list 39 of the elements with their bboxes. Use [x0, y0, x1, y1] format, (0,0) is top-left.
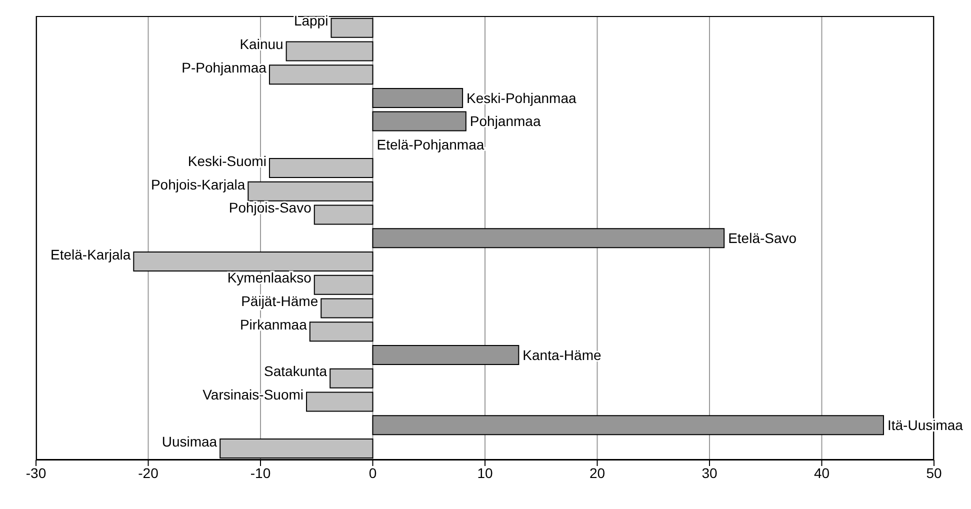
x-tick-label: -20 — [138, 464, 159, 481]
y-tick-label: Etelä-Karjala — [50, 246, 131, 262]
y-tick-label: Kanta-Häme — [522, 346, 602, 363]
y-tick-label: Varsinais-Suomi — [202, 386, 304, 403]
y-tick-label: Päijät-Häme — [241, 293, 318, 310]
y-tick-label: Pohjois-Savo — [228, 200, 312, 216]
bar — [133, 252, 374, 272]
bar — [314, 274, 374, 295]
y-tick-label: Uusimaa — [162, 433, 218, 450]
y-tick-label: Pohjanmaa — [470, 113, 541, 130]
x-tick-label: 0 — [368, 464, 377, 481]
bar — [286, 41, 374, 62]
bar — [268, 64, 374, 85]
x-tick-label: 10 — [477, 464, 493, 481]
x-tick-label: 50 — [926, 464, 942, 481]
bar — [268, 158, 374, 178]
x-tick-label: 30 — [702, 464, 718, 481]
bar — [306, 392, 374, 412]
x-tick-label: 40 — [814, 464, 830, 481]
y-tick-label: Keski-Pohjanmaa — [466, 90, 576, 106]
y-tick-label: Satakunta — [264, 363, 328, 380]
y-tick-label: Kainuu — [240, 36, 284, 52]
bar — [330, 18, 374, 38]
x-tick-label: 20 — [589, 464, 606, 481]
y-tick-label: Lappi — [294, 12, 328, 29]
y-tick-label: Pohjois-Karjala — [150, 176, 246, 192]
y-tick-label: Kymenlaakso — [227, 270, 312, 286]
y-tick-label: Etelä-Savo — [728, 230, 797, 246]
bar — [248, 181, 374, 202]
y-tick-label: Pirkanmaa — [240, 316, 308, 332]
x-tick-label: -30 — [26, 464, 46, 481]
bar — [330, 368, 374, 388]
y-tick-label: P-Pohjanmaa — [182, 59, 267, 76]
x-tick-label: -10 — [250, 464, 271, 481]
bar — [309, 322, 374, 342]
y-tick-label: Etelä-Pohjanmaa — [376, 136, 484, 153]
bar — [320, 298, 374, 318]
bar — [314, 204, 374, 225]
y-tick-label: Keski-Suomi — [188, 152, 266, 169]
